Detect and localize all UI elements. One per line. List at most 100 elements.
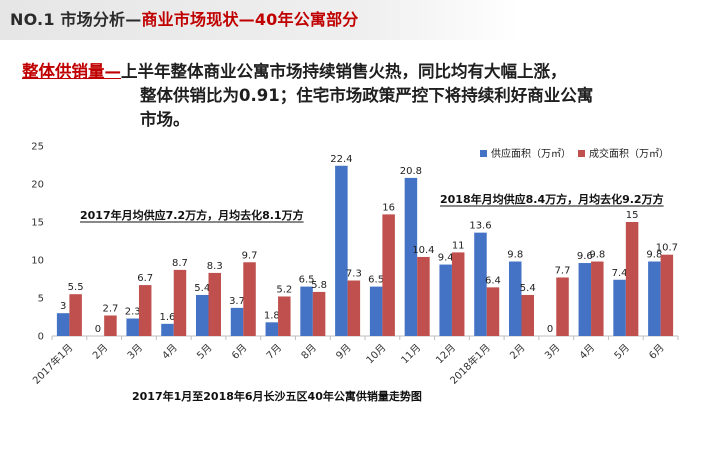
supply-value-label: 1.8 [264,310,280,321]
supply-value-label: 6.5 [368,275,384,286]
sold-value-label: 5.4 [520,283,536,294]
sold-bar [660,254,674,336]
sold-bar [486,287,500,336]
supply-value-label: 20.8 [400,166,422,177]
supply-value-label: 3 [60,301,66,312]
x-tick-label: 5月 [612,342,632,362]
supply-value-label: 22.4 [330,154,352,165]
x-tick-label: 6月 [229,342,249,362]
intro-line-1-text: 上半年整体商业公寓市场持续销售火热，同比均有大幅上涨， [121,62,567,81]
sold-value-label: 5.8 [311,280,327,291]
x-tick-label: 2月 [90,342,110,362]
chart-annotation: 2017年月均供应7.2万方，月均去化8.1万方 [80,208,304,222]
x-tick-label: 5月 [195,342,215,362]
y-tick-label: 10 [31,256,44,267]
y-tick-label: 0 [38,332,44,343]
supply-value-label: 6.5 [299,275,315,286]
supply-bar [196,294,209,336]
supply-value-label: 13.6 [469,221,491,232]
intro-line-2: 整体供销比为0.91；住宅市场政策严控下将持续利好商业公寓 [140,86,594,105]
sold-value-label: 6.4 [485,275,501,286]
supply-value-label: 9.8 [507,250,523,261]
supply-sales-bar-chart: 051015202535.52017年1月02.72月2.36.73月1.68.… [30,142,679,387]
page-title-accent: 商业市场现状—40年公寓部分 [141,10,359,29]
x-tick-label: 2017年1月 [30,341,76,387]
x-tick-label: 2月 [508,342,528,362]
sold-bar [138,285,152,336]
sold-bar [208,272,221,336]
intro-line-1: 整体供销量—上半年整体商业公寓市场持续销售火热，同比均有大幅上涨， [22,60,702,84]
intro-line-3: 市场。 [140,110,190,129]
x-tick-label: 12月 [434,342,459,367]
x-tick-label: 3月 [125,342,145,362]
sold-value-label: 15 [626,210,639,221]
supply-value-label: 0 [95,324,101,335]
sold-bar [521,294,534,336]
y-tick-label: 20 [31,180,44,191]
sold-value-label: 16 [382,202,395,213]
sold-value-label: 5.5 [68,282,84,293]
supply-value-label: 5.4 [194,283,210,294]
sold-bar [173,269,187,336]
sold-value-label: 9.8 [589,250,605,261]
sold-value-label: 11 [452,240,465,251]
sold-bar [417,256,430,336]
chart-annotation: 2018年月均供应8.4万方，月均去化9.2万方 [440,192,664,206]
sold-bar [451,252,465,336]
legend-swatch-sold [578,150,585,157]
page-title-prefix: NO.1 市场分析— [10,10,142,29]
x-tick-label: 9月 [334,342,354,362]
supply-bar [578,263,592,336]
x-tick-label: 10月 [364,342,389,367]
supply-bar [161,323,174,336]
legend-swatch-supply [480,150,487,157]
legend-label-sold: 成交面积（万㎡） [589,147,669,160]
supply-bar [613,279,626,336]
x-tick-label: 6月 [647,342,667,362]
header-band [0,0,520,40]
supply-value-label: 9.4 [438,253,454,264]
sold-bar [69,294,82,336]
supply-value-label: 3.7 [229,296,245,307]
sold-value-label: 8.3 [207,261,223,272]
chart-caption: 2017年1月至2018年6月长沙五区40年公寓供销量走势图 [132,390,422,403]
sold-bar [347,280,361,336]
sold-bar [243,262,256,336]
supply-bar [439,264,452,336]
y-tick-label: 25 [31,142,44,153]
supply-bar [404,177,418,336]
sold-bar [591,261,604,336]
sold-value-label: 5.2 [276,284,292,295]
x-tick-label: 8月 [299,342,319,362]
supply-value-label: 0 [547,324,553,335]
supply-bar [335,165,348,336]
x-tick-label: 3月 [542,342,562,362]
sold-bar [382,214,395,336]
supply-value-label: 7.4 [612,268,628,279]
intro-lead: 整体供销量— [22,62,121,81]
x-tick-label: 4月 [160,342,180,362]
sold-value-label: 7.3 [346,269,362,280]
supply-bar [56,313,70,336]
sold-value-label: 9.7 [242,250,258,261]
sold-value-label: 2.7 [102,303,118,314]
sold-value-label: 6.7 [137,273,153,284]
supply-bar [230,307,244,336]
supply-bar [300,286,313,336]
supply-value-label: 1.6 [160,312,176,323]
supply-bar [648,261,661,336]
sold-bar [312,291,326,336]
x-tick-label: 11月 [399,342,424,367]
sold-bar [278,296,291,336]
sold-bar [625,222,639,336]
sold-value-label: 10.4 [412,245,434,256]
x-tick-label: 7月 [264,342,284,362]
y-tick-label: 5 [38,294,44,305]
supply-bar [509,261,522,336]
page-title: NO.1 市场分析—商业市场现状—40年公寓部分 [10,6,359,30]
sold-value-label: 10.7 [656,243,678,254]
y-tick-label: 15 [31,218,44,229]
supply-value-label: 9.8 [646,250,662,261]
sold-value-label: 8.7 [172,258,188,269]
supply-bar [126,318,139,336]
